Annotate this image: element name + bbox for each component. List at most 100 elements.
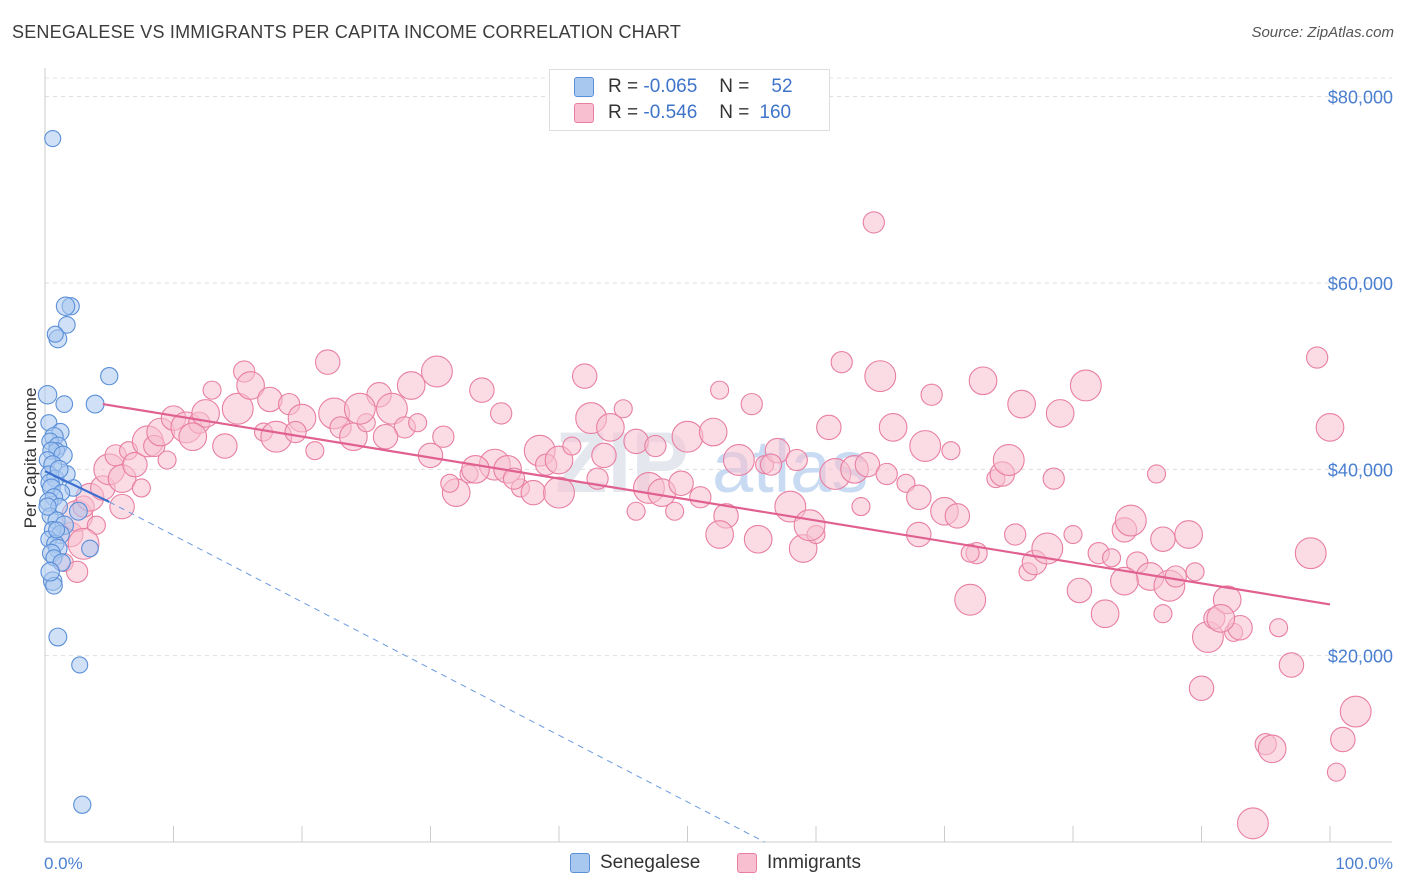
point-immigrants [543,476,575,509]
legend-label-senegalese: Senegalese [600,852,701,873]
legend-swatch-immigrants [574,103,594,123]
y-tick-label: $60,000 [1328,274,1393,294]
point-immigrants [941,441,961,461]
point-immigrants [461,454,490,484]
y-tick-label: $20,000 [1328,647,1393,667]
point-immigrants [1257,734,1287,764]
point-immigrants [1326,762,1346,782]
point-immigrants [1004,523,1027,546]
legend-n-value: 52 [771,76,793,97]
point-immigrants [1042,467,1065,490]
point-senegalese [57,316,76,334]
point-senegalese [81,539,99,558]
point-immigrants [1294,537,1327,570]
point-immigrants [1269,618,1289,638]
legend-n-value: 160 [759,102,792,123]
point-immigrants [992,444,1025,476]
point-immigrants [1339,695,1372,728]
point-immigrants [1063,524,1083,545]
series-senegalese [37,130,119,814]
point-immigrants [954,583,987,616]
point-immigrants [1315,413,1345,442]
point-immigrants [1045,399,1075,428]
point-immigrants [1330,726,1356,753]
legend-n-label: N = [719,102,750,123]
point-immigrants [668,470,694,497]
point-immigrants [257,386,283,413]
point-immigrants [591,442,617,469]
point-immigrants [178,422,208,452]
point-immigrants [1206,604,1236,633]
legend-r-label: R = [608,102,639,123]
point-immigrants [906,521,932,548]
point-immigrants [420,355,453,388]
y-tick-label: $40,000 [1328,460,1393,480]
point-immigrants [1069,369,1102,402]
legend-row-senegalese: R = -0.065 N = 52 [574,75,793,99]
legend-item-senegalese[interactable]: Senegalese [570,852,700,874]
point-immigrants [909,430,942,462]
point-immigrants [759,453,783,476]
point-immigrants [376,392,408,425]
point-immigrants [490,402,513,425]
point-immigrants [86,515,106,535]
point-immigrants [1114,504,1147,537]
legend-r-value: -0.546 [643,102,698,123]
tick-labels: $20,000 $40,000 $60,000 $80,000 0.0% 100.0% [44,88,1393,873]
source-label: Source: ZipAtlas.com [1251,24,1394,41]
point-immigrants [816,414,842,441]
point-immigrants [1306,346,1329,369]
legend-item-immigrants[interactable]: Immigrants [737,852,861,874]
legend-swatch-senegalese [570,853,590,873]
point-immigrants [644,434,667,458]
point-senegalese [40,562,60,582]
point-immigrants [689,486,712,509]
trend-senegalese [44,470,110,503]
point-immigrants [1110,566,1139,596]
point-immigrants [221,392,254,425]
point-immigrants [862,211,885,234]
point-immigrants [722,444,755,476]
point-immigrants [851,497,871,517]
point-immigrants [623,428,649,455]
point-immigrants [65,560,89,583]
point-immigrants [562,436,582,456]
point-immigrants [372,423,399,450]
point-immigrants [122,451,148,478]
point-senegalese [48,627,68,647]
point-immigrants [968,366,998,396]
legend-r-value: -0.065 [643,76,698,97]
point-senegalese [38,497,57,516]
point-immigrants [157,450,177,470]
point-senegalese [73,795,92,814]
point-senegalese [68,501,88,521]
point-immigrants [440,473,460,493]
point-immigrants [1102,548,1122,568]
point-senegalese [46,325,64,343]
point-immigrants [1090,599,1120,629]
point-immigrants [1153,604,1173,624]
x-tick-label: 0.0% [44,854,83,873]
point-immigrants [131,478,151,498]
point-immigrants [698,417,728,447]
point-immigrants [1150,526,1176,552]
stats-legend: R = -0.065 N = 52 R = -0.546 N = 160 [549,69,830,131]
point-senegalese [85,394,105,414]
point-immigrants [920,383,943,406]
point-immigrants [1164,565,1187,588]
legend-label-immigrants: Immigrants [767,852,861,873]
point-immigrants [1236,807,1269,840]
legend-n-label: N = [719,76,750,97]
point-immigrants [944,503,971,529]
point-immigrants [520,479,547,506]
point-immigrants [1278,652,1305,678]
point-immigrants [710,380,730,400]
y-tick-label: $80,000 [1328,88,1393,108]
point-immigrants [408,413,428,433]
point-senegalese [100,366,119,386]
point-immigrants [596,413,625,442]
point-immigrants [1066,577,1093,604]
point-immigrants [469,377,495,403]
point-immigrants [432,425,455,448]
